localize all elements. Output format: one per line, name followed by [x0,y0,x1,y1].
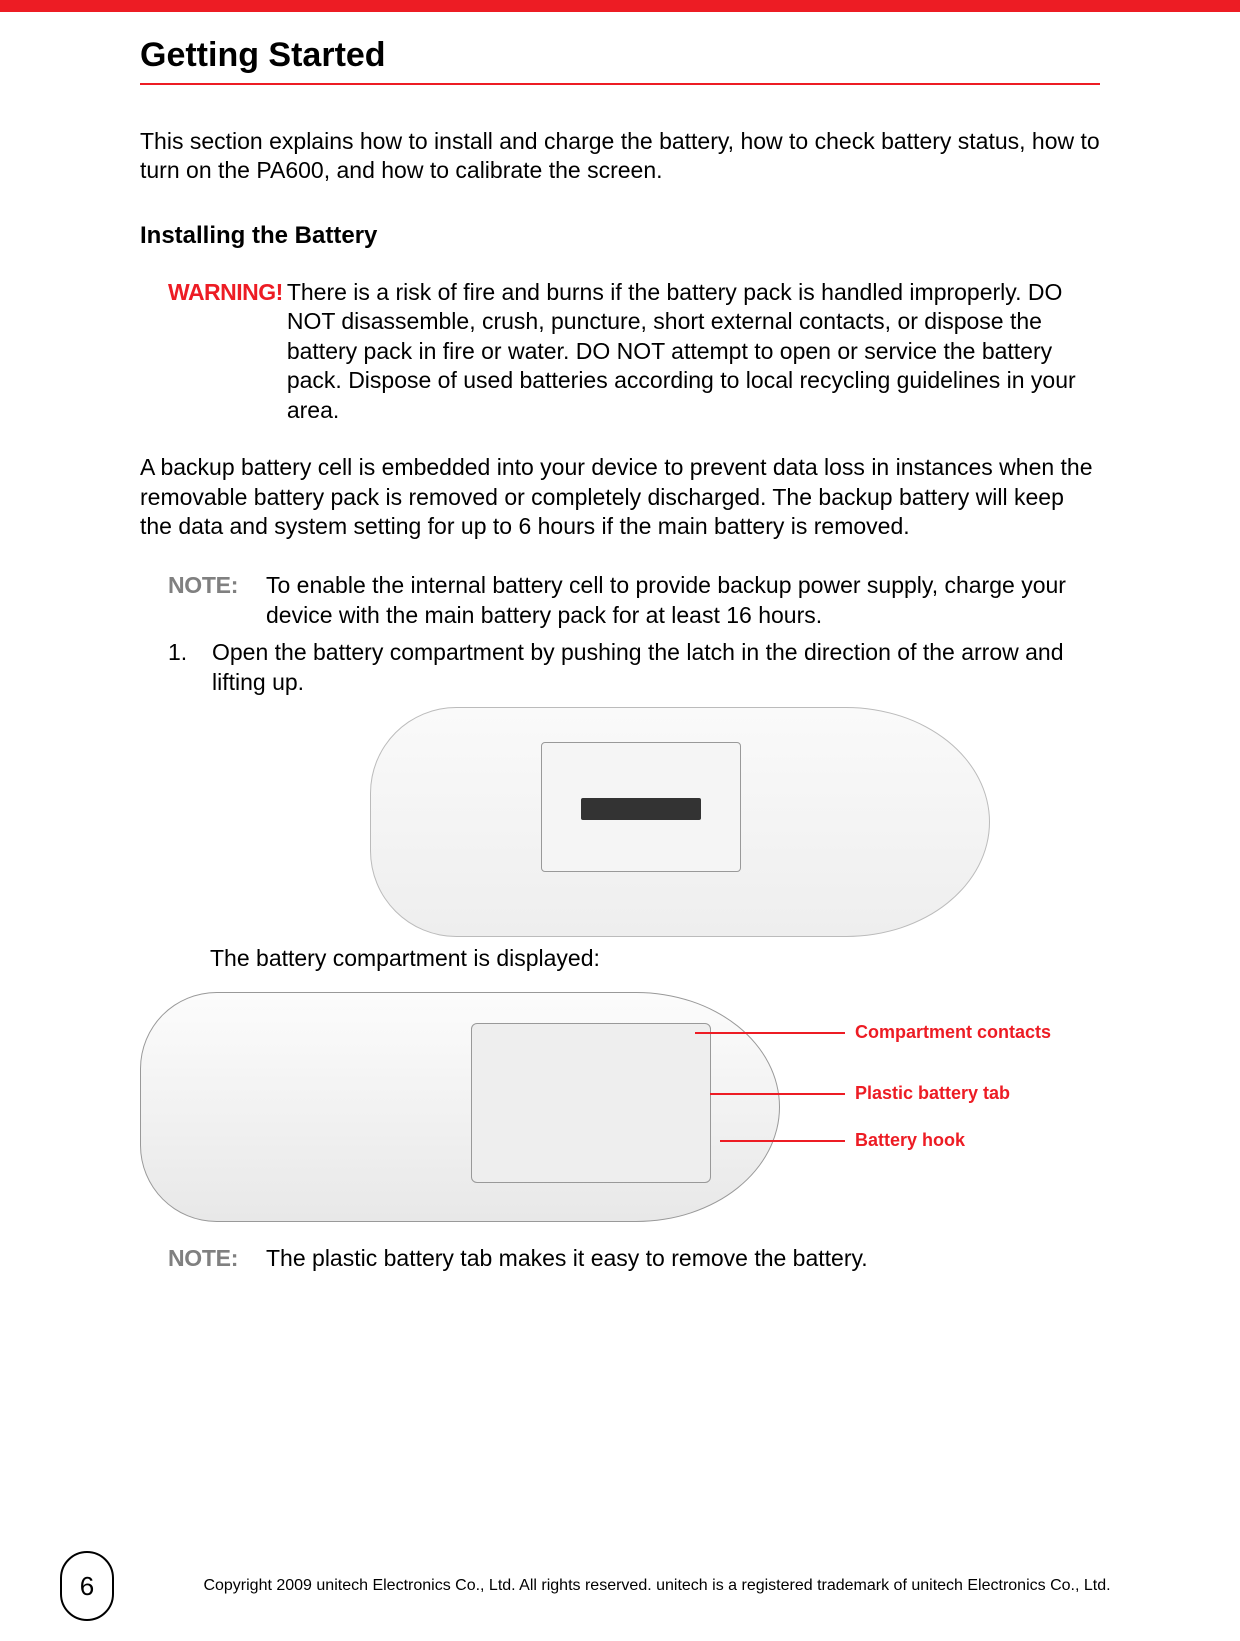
warning-text: There is a risk of fire and burns if the… [287,278,1100,425]
note-label: NOTE: [168,571,266,630]
diagram-device-body [140,992,780,1222]
chapter-title: Getting Started [140,36,1100,85]
page-footer: 6 Copyright 2009 unitech Electronics Co.… [0,1551,1240,1621]
note-text: To enable the internal battery cell to p… [266,571,1100,630]
warning-block: WARNING! There is a risk of fire and bur… [168,278,1100,425]
header-red-bar [0,0,1240,12]
intro-paragraph: This section explains how to install and… [140,127,1100,186]
section-title: Installing the Battery [140,222,1100,250]
step-text: Open the battery compartment by pushing … [212,638,1100,697]
backup-battery-paragraph: A backup battery cell is embedded into y… [140,453,1100,541]
warning-label: WARNING! [168,278,283,425]
figure-device-open: Compartment contacts Plastic battery tab… [140,978,1100,1238]
callout-tab: Plastic battery tab [855,1083,1010,1104]
figure-caption: The battery compartment is displayed: [210,945,1100,972]
note-label: NOTE: [168,1244,266,1273]
leader-line-contacts [695,1032,845,1034]
page-content: Getting Started This section explains ho… [0,12,1240,1274]
page-number-badge: 6 [60,1551,114,1621]
note-block-1: NOTE: To enable the internal battery cel… [168,571,1100,630]
callout-hook: Battery hook [855,1130,965,1151]
note-block-2: NOTE: The plastic battery tab makes it e… [168,1244,1100,1273]
diagram-battery-bay [471,1023,711,1183]
step-number: 1. [168,638,212,697]
leader-line-hook [720,1140,845,1142]
figure-device-closed [370,707,990,937]
page-number: 6 [80,1571,94,1602]
figure-arrow-icon [581,798,701,820]
leader-line-tab [710,1093,845,1095]
step-1: 1. Open the battery compartment by pushi… [168,638,1100,697]
copyright-text: Copyright 2009 unitech Electronics Co., … [134,1577,1180,1595]
callout-contacts: Compartment contacts [855,1022,1051,1043]
note-text: The plastic battery tab makes it easy to… [266,1244,1100,1273]
